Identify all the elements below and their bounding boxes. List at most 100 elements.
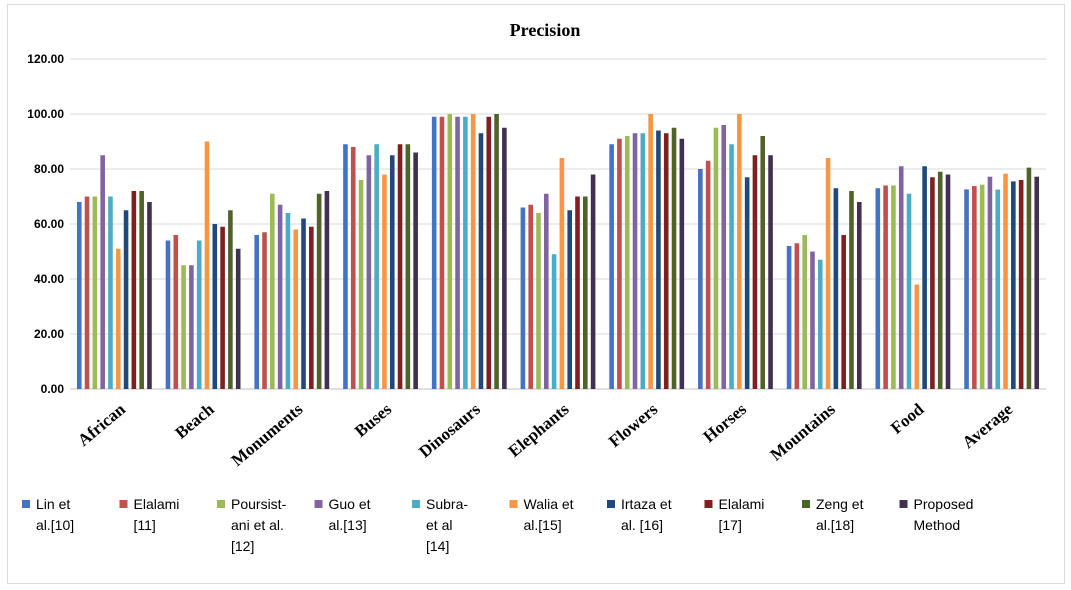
legend-label: al.[10] <box>36 517 74 533</box>
bar <box>721 125 727 389</box>
legend-label: et al <box>426 517 452 533</box>
x-tick-label: Buses <box>351 399 395 441</box>
legend-label: ani et al. <box>231 517 284 533</box>
bar <box>849 191 854 389</box>
bar <box>100 155 105 389</box>
bar <box>922 166 927 389</box>
bar <box>590 174 596 389</box>
bar <box>898 166 904 389</box>
legend-label: al. [16] <box>621 517 663 533</box>
bar <box>494 114 499 389</box>
bar <box>277 204 283 389</box>
bar <box>478 133 484 389</box>
bar <box>84 196 90 389</box>
legend-label: Poursist- <box>231 496 287 512</box>
bar <box>679 138 685 389</box>
bar <box>502 127 507 389</box>
bar <box>705 160 711 389</box>
legend-swatch <box>314 500 323 508</box>
legend-label: Method <box>914 517 961 533</box>
bar <box>463 116 468 389</box>
legend-swatch <box>607 500 615 508</box>
bar <box>891 185 896 389</box>
bar <box>115 248 121 389</box>
x-tick-label: Average <box>959 399 1017 452</box>
bar <box>486 116 492 389</box>
bar <box>455 116 460 389</box>
bar <box>235 248 241 389</box>
y-axis: 0.00 20.00 40.00 60.00 80.00 100.00 120.00 <box>27 52 64 396</box>
legend-item: Irtaza et al. [16] <box>607 496 672 533</box>
bar <box>147 202 152 389</box>
bar <box>640 133 646 389</box>
bar <box>551 254 557 389</box>
legend-label: Irtaza et <box>621 496 672 512</box>
bar <box>528 204 533 389</box>
legend-label: [12] <box>231 538 254 554</box>
bar <box>760 136 766 389</box>
bar <box>752 155 758 389</box>
bar <box>108 196 113 389</box>
y-tick-label: 100.00 <box>27 107 64 121</box>
bar <box>1011 181 1016 390</box>
bar <box>987 176 993 389</box>
bar <box>810 251 815 389</box>
bar <box>309 226 314 389</box>
bar <box>906 193 912 389</box>
y-tick-label: 60.00 <box>34 217 64 231</box>
bar <box>204 141 210 389</box>
bar <box>1003 173 1008 389</box>
bar <box>212 224 218 389</box>
bar <box>196 240 202 389</box>
bar <box>270 193 275 389</box>
bar <box>405 144 411 389</box>
bar <box>189 265 194 389</box>
bar <box>293 229 299 389</box>
bar <box>825 158 831 389</box>
bar <box>995 189 1001 390</box>
legend-label: al.[18] <box>816 517 854 533</box>
legend-swatch <box>217 500 225 508</box>
bar <box>350 147 356 389</box>
legend-label: al.[13] <box>329 517 367 533</box>
x-tick-label: Beach <box>171 399 218 442</box>
legend-swatch <box>509 500 518 508</box>
bar <box>698 169 703 389</box>
chart-svg: Precision 0.00 20.00 40.00 60.00 80.00 100.00… <box>22 20 1046 554</box>
legend-label: [11] <box>134 517 156 533</box>
bar <box>729 144 734 389</box>
bar <box>768 155 773 389</box>
legend-item: Proposed Method <box>899 496 974 533</box>
legend-label: Elalami <box>719 496 765 512</box>
bar <box>139 191 144 389</box>
legend-item: Guo et al.[13] <box>314 496 371 533</box>
bar <box>220 226 225 389</box>
legend-item: Walia et al.[15] <box>509 496 574 533</box>
legend-swatch <box>22 500 30 508</box>
x-tick-label: Food <box>887 399 928 438</box>
bar <box>316 193 322 389</box>
bar <box>802 235 807 389</box>
legend-item: Zeng et al.[18] <box>802 496 864 533</box>
y-tick-label: 0.00 <box>41 382 65 396</box>
x-tick-label: Horses <box>699 399 750 446</box>
bar <box>389 155 395 389</box>
bar <box>575 196 580 389</box>
bar <box>841 235 846 389</box>
legend-label: Proposed <box>914 496 974 512</box>
chart-title: Precision <box>510 20 581 40</box>
bar <box>431 116 437 389</box>
bar <box>520 207 526 389</box>
bar <box>559 158 565 389</box>
bar <box>914 284 920 389</box>
legend-label: [17] <box>719 517 742 533</box>
bar <box>713 127 719 389</box>
bar <box>131 191 137 389</box>
legend-item: Elalami [11] <box>119 496 179 533</box>
legend-item: Elalami [17] <box>704 496 765 533</box>
bar <box>856 202 862 389</box>
bar <box>544 193 549 389</box>
legend-swatch <box>802 500 810 508</box>
x-tick-label: Dinosaurs <box>415 399 484 461</box>
bar <box>181 265 186 389</box>
